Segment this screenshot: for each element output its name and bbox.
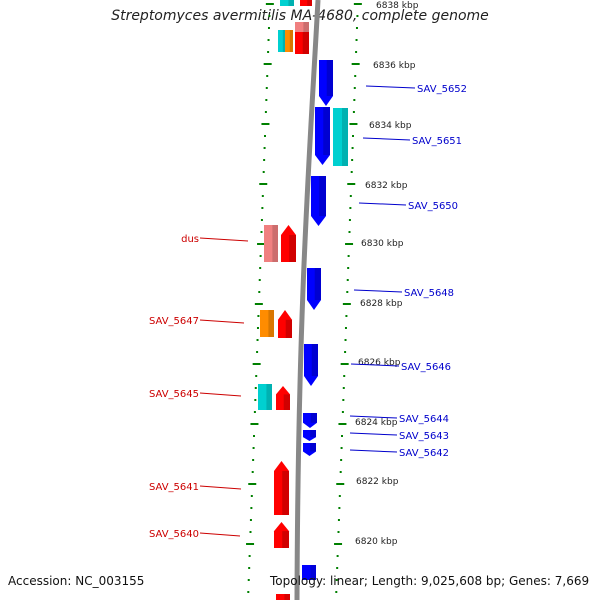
- gene-label-left[interactable]: SAV_5640: [149, 529, 199, 540]
- ruler-tick-label: 6832 kbp: [365, 181, 408, 191]
- leader-line: [199, 392, 242, 397]
- feature-dus-pink: [264, 225, 278, 262]
- ruler-tick-label: 6836 kbp: [373, 61, 416, 71]
- leader-line: [365, 85, 416, 89]
- gene-label-right[interactable]: SAV_5651: [412, 136, 462, 147]
- leader-line: [349, 432, 398, 436]
- accession-text: Accession: NC_003155: [8, 574, 145, 588]
- gene-label-right[interactable]: SAV_5642: [399, 448, 449, 459]
- feature-top-red: [300, 0, 312, 6]
- feature-layer: [258, 0, 348, 600]
- leader-line: [349, 415, 398, 419]
- gene-label-left[interactable]: SAV_5645: [149, 389, 199, 400]
- ruler-tick-label: 6824 kbp: [355, 418, 398, 428]
- summary-text: Topology: linear; Length: 9,025,608 bp; …: [270, 574, 590, 588]
- gene-label-left[interactable]: SAV_5647: [149, 316, 199, 327]
- leader-line: [362, 137, 411, 141]
- leader-line: [349, 449, 398, 453]
- feature-sav-5651-cyan: [333, 108, 348, 166]
- feature-dus: [281, 225, 296, 262]
- leader-line: [358, 202, 407, 206]
- leader-line: [199, 532, 241, 537]
- feature-sav-5643: [303, 430, 316, 441]
- feature-sav-5644: [303, 413, 317, 428]
- leader-line: [199, 319, 245, 324]
- leader-line: [199, 485, 242, 490]
- leader-line: [350, 363, 400, 367]
- gene-label-right[interactable]: SAV_5643: [399, 431, 449, 442]
- feature-top-cyan-2: [278, 30, 286, 52]
- feature-bottom-red: [276, 594, 290, 600]
- gene-label-left[interactable]: SAV_5641: [149, 482, 199, 493]
- feature-bottom-blue: [302, 565, 316, 580]
- gene-label-right[interactable]: SAV_5644: [399, 414, 449, 425]
- leader-line: [199, 237, 249, 242]
- gene-label-right[interactable]: SAV_5646: [401, 362, 451, 373]
- feature-sav-5640: [274, 522, 289, 548]
- gene-label-right[interactable]: SAV_5652: [417, 84, 467, 95]
- feature-sav-5650: [311, 176, 326, 226]
- map-title: Streptomyces avermitilis MA-4680, comple…: [111, 8, 489, 24]
- feature-top-cyan: [280, 0, 294, 6]
- ruler-labels: 6838 kbp 6836 kbp 6834 kbp 6832 kbp 6830 kbp…: [355, 1, 419, 547]
- feature-sav-5651-blue: [315, 107, 330, 165]
- genome-backbone: [294, 0, 321, 600]
- feature-sav-5645-cyan: [258, 384, 272, 410]
- ruler-tick-label: 6826 kbp: [358, 358, 401, 368]
- ruler-tick-label: 6820 kbp: [355, 537, 398, 547]
- right-tick-track: [334, 3, 362, 593]
- gene-label-right[interactable]: SAV_5648: [404, 288, 454, 299]
- feature-sav-5652: [319, 60, 333, 106]
- leader-line: [353, 289, 403, 293]
- left-tick-track: [246, 3, 274, 593]
- gene-label-left[interactable]: dus: [181, 234, 199, 245]
- ruler-tick-label: 6822 kbp: [356, 477, 399, 487]
- feature-sav-5641: [274, 461, 289, 515]
- ruler-tick-label: 6828 kbp: [360, 299, 403, 309]
- feature-sav-5642: [303, 443, 316, 456]
- feature-top-pink: [295, 22, 309, 32]
- feature-sav-5647: [278, 310, 292, 338]
- feature-top-orange: [285, 30, 293, 52]
- feature-sav-5646: [304, 344, 318, 386]
- feature-sav-5645: [276, 386, 290, 410]
- gene-labels: dus SAV_5647 SAV_5645 SAV_5641 SAV_5640 SAV_5…: [149, 84, 467, 540]
- feature-sav-5647-orange: [260, 310, 274, 337]
- ruler-tick-label: 6830 kbp: [361, 239, 404, 249]
- feature-sav-5648: [307, 268, 321, 310]
- ruler-tick-label: 6834 kbp: [369, 121, 412, 131]
- ruler-tick-label: 6838 kbp: [376, 1, 419, 11]
- gene-label-right[interactable]: SAV_5650: [408, 201, 458, 212]
